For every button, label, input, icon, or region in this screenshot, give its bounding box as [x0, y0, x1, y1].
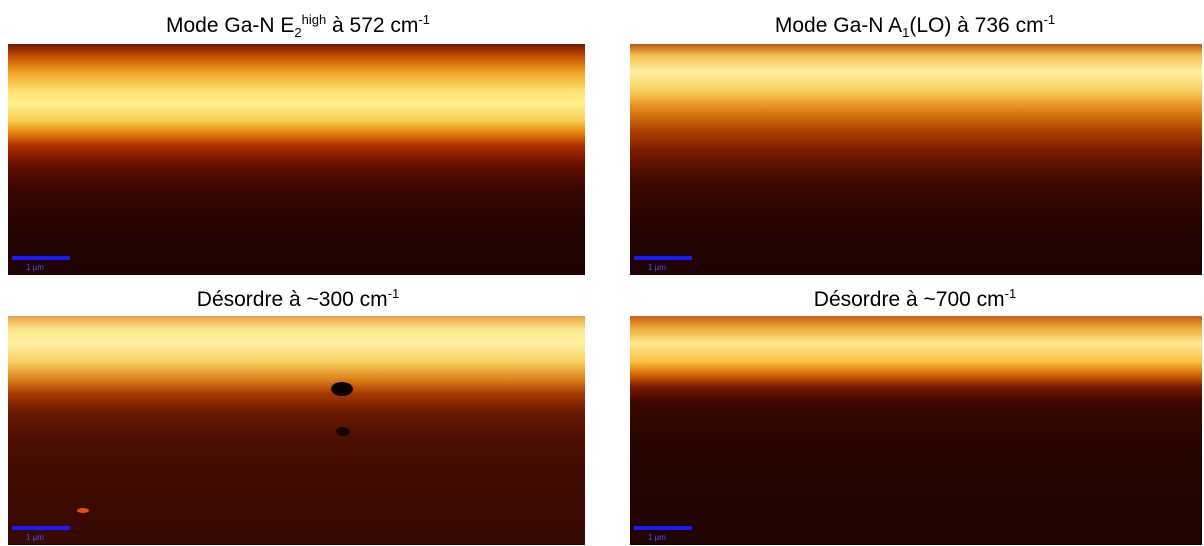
raman-map: 1 µm — [8, 44, 585, 275]
bright-spot — [77, 508, 89, 513]
title-part: Désordre à ~700 cm — [813, 288, 1005, 311]
panel-title: Mode Ga-N E2high à 572 cm-1 — [8, 12, 588, 40]
scale-label: 1 µm — [26, 533, 44, 542]
raman-map: 1 µm — [630, 316, 1202, 545]
panel-title: Désordre à ~700 cm-1 — [625, 286, 1204, 312]
title-part: high — [301, 12, 327, 27]
title-part: Mode Ga-N A — [774, 14, 903, 37]
scale-label: 1 µm — [648, 263, 666, 272]
title-part: -1 — [418, 12, 430, 27]
title-part: Désordre à ~300 cm — [196, 288, 388, 311]
scale-label: 1 µm — [26, 263, 44, 272]
title-part: Mode Ga-N E — [166, 14, 295, 37]
raman-map: 1 µm — [630, 44, 1202, 275]
title-part: 1 — [902, 25, 910, 41]
title-part: à 572 cm — [326, 14, 419, 37]
scale-bar — [634, 256, 692, 260]
dark-spot — [336, 427, 350, 436]
scale-bar — [634, 526, 692, 530]
raman-map: 1 µm — [8, 316, 585, 545]
title-part: -1 — [387, 286, 400, 301]
title-part: 2 — [294, 25, 302, 41]
dark-spot — [331, 382, 353, 396]
title-part: -1 — [1043, 12, 1056, 27]
panel-title: Désordre à ~300 cm-1 — [8, 286, 588, 312]
scale-label: 1 µm — [648, 533, 666, 542]
panel-title: Mode Ga-N A1(LO) à 736 cm-1 — [625, 12, 1204, 40]
scale-bar — [12, 526, 70, 530]
title-part: (LO) à 736 cm — [909, 14, 1044, 37]
title-part: -1 — [1004, 286, 1017, 301]
scale-bar — [12, 256, 70, 260]
